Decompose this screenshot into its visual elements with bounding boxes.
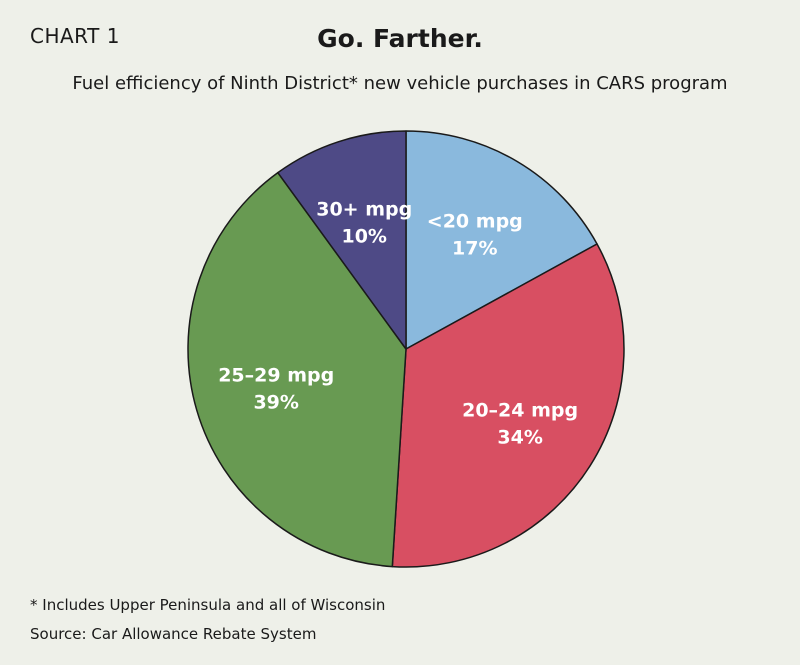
slice-value-label: 17% <box>452 238 497 260</box>
slice-label: 20–24 mpg 34% <box>462 399 578 448</box>
chart-subtitle: Fuel efficiency of Ninth District* new v… <box>72 73 728 94</box>
slice-value-label: 34% <box>497 426 542 448</box>
pie-slice <box>187 171 407 568</box>
slice-category-label: 20–24 mpg <box>462 399 578 421</box>
pie-slice <box>405 130 598 350</box>
slice-category-label: <20 mpg <box>427 211 523 233</box>
slice-label: 25–29 mpg 39% <box>218 365 334 414</box>
slice-label: 30+ mpg 10% <box>316 198 412 247</box>
footnote: * Includes Upper Peninsula and all of Wi… <box>30 596 386 614</box>
slice-category-label: 25–29 mpg <box>218 365 334 387</box>
pie-slice <box>391 243 625 568</box>
pie-slice <box>277 130 407 350</box>
slice-value-label: 39% <box>253 392 298 414</box>
chart-title: Go. Farther. <box>317 24 483 53</box>
slice-value-label: 10% <box>341 225 386 247</box>
source-note: Source: Car Allowance Rebate System <box>30 625 317 643</box>
slice-label: <20 mpg 17% <box>427 211 523 260</box>
slice-category-label: 30+ mpg <box>316 198 412 220</box>
chart-number-label: CHART 1 <box>30 24 120 48</box>
